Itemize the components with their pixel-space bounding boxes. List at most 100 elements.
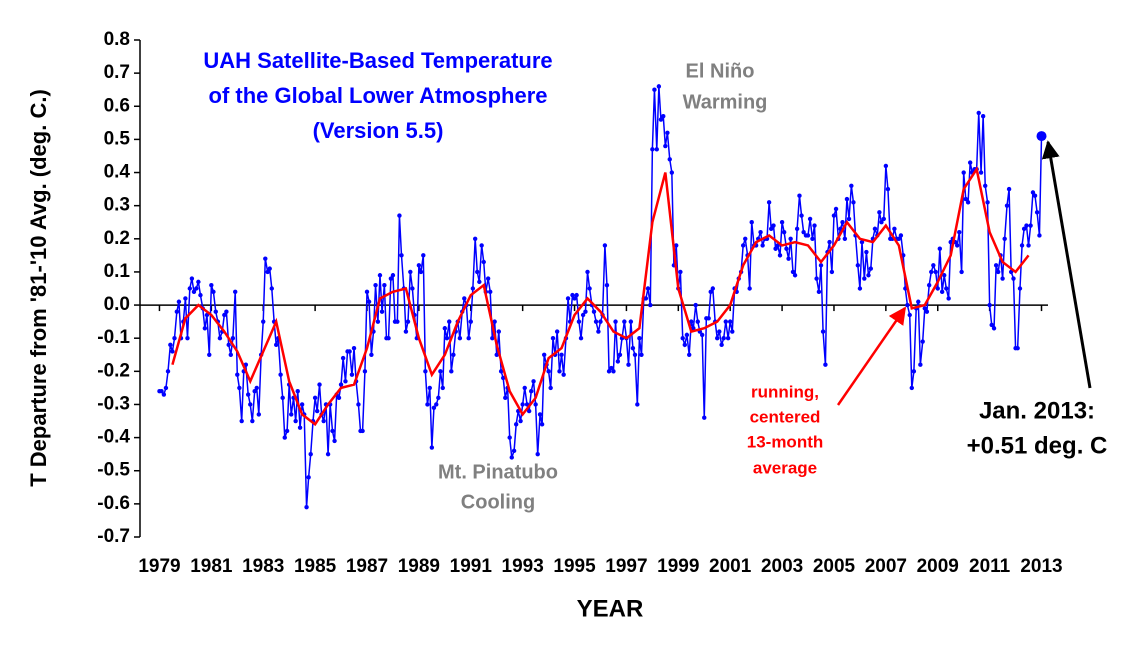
data-point xyxy=(191,289,197,295)
data-point xyxy=(946,296,951,301)
data-point xyxy=(740,243,746,248)
data-point xyxy=(390,273,396,278)
data-point xyxy=(593,319,599,324)
data-point xyxy=(170,349,175,354)
data-point xyxy=(810,236,815,241)
data-point xyxy=(475,269,480,275)
data-point xyxy=(386,336,391,341)
data-point xyxy=(980,114,986,119)
data-point xyxy=(377,273,383,278)
data-point xyxy=(336,395,342,401)
data-point xyxy=(366,299,372,304)
x-tick-label: 1987 xyxy=(346,556,388,577)
data-point xyxy=(708,289,713,295)
data-point xyxy=(935,286,940,291)
data-point xyxy=(451,352,456,357)
data-point xyxy=(314,408,320,414)
data-point xyxy=(306,475,311,480)
data-point xyxy=(496,329,501,334)
data-point xyxy=(421,253,426,258)
data-point xyxy=(777,253,783,258)
data-point xyxy=(816,289,822,295)
data-point xyxy=(807,216,813,222)
data-point xyxy=(805,233,811,238)
data-point xyxy=(604,282,610,288)
data-point xyxy=(541,352,547,357)
data-point xyxy=(535,451,540,457)
data-point xyxy=(340,355,346,361)
data-point xyxy=(678,269,683,275)
y-tick-label: -0.5 xyxy=(97,460,130,481)
data-point xyxy=(284,428,290,434)
data-point xyxy=(820,329,826,334)
data-point xyxy=(513,422,519,427)
annotation: 13-month xyxy=(747,432,824,451)
data-point xyxy=(652,87,657,92)
data-point xyxy=(416,263,422,268)
data-point xyxy=(165,369,171,374)
data-point xyxy=(438,369,443,374)
y-tick-label: -0.7 xyxy=(97,526,130,547)
data-point xyxy=(591,309,597,314)
data-point xyxy=(226,342,231,348)
data-point xyxy=(293,418,298,424)
annotation: centered xyxy=(750,407,821,426)
x-tick-label: 2003 xyxy=(761,556,803,577)
x-tick-label: 1981 xyxy=(190,556,233,577)
data-point xyxy=(892,226,897,232)
data-point xyxy=(498,369,504,374)
data-point xyxy=(857,286,863,291)
data-point xyxy=(833,206,839,212)
data-point xyxy=(399,253,404,258)
data-point xyxy=(781,229,787,235)
data-point xyxy=(699,332,705,338)
data-point xyxy=(580,312,586,318)
data-point xyxy=(626,362,631,367)
data-point xyxy=(1015,345,1020,351)
data-point xyxy=(539,422,545,427)
x-tick-label: 1991 xyxy=(450,556,493,577)
data-point xyxy=(643,296,649,301)
data-point xyxy=(609,365,614,371)
data-point xyxy=(721,336,726,341)
data-point xyxy=(846,216,852,222)
y-tick-label: 0.0 xyxy=(104,294,130,315)
data-point xyxy=(462,296,467,301)
data-point xyxy=(859,239,865,245)
data-point xyxy=(488,289,493,295)
data-point xyxy=(356,402,361,407)
data-point xyxy=(1011,276,1016,281)
data-point xyxy=(948,239,953,245)
data-point xyxy=(788,236,793,241)
data-point xyxy=(189,276,195,281)
data-point xyxy=(1024,223,1029,228)
data-point xyxy=(578,336,584,341)
data-point xyxy=(1026,243,1031,248)
data-point xyxy=(978,170,984,175)
annotation: El Niño xyxy=(686,60,755,82)
y-tick-label: -0.1 xyxy=(97,327,130,348)
data-point xyxy=(202,326,208,331)
data-point xyxy=(864,249,869,255)
data-point xyxy=(611,369,616,374)
data-point xyxy=(537,412,543,417)
data-point xyxy=(362,369,368,374)
data-point xyxy=(587,286,592,291)
data-point xyxy=(924,309,930,314)
data-point xyxy=(872,226,878,232)
data-point xyxy=(898,233,904,238)
data-point xyxy=(263,256,268,261)
data-point xyxy=(747,286,752,291)
data-point xyxy=(991,326,997,331)
data-point xyxy=(1006,186,1012,192)
annotation: running, xyxy=(751,382,819,401)
data-point xyxy=(905,302,910,308)
data-point xyxy=(559,352,564,357)
plot: -0.7 -0.6 -0.5 -0.4 -0.3 -0.2 -0.1 0.0 0.1 0.2 0.3… xyxy=(97,29,1062,577)
data-point xyxy=(548,385,553,391)
data-point xyxy=(349,372,355,377)
data-point xyxy=(172,336,177,341)
data-point xyxy=(440,385,445,391)
data-point xyxy=(1036,131,1047,142)
